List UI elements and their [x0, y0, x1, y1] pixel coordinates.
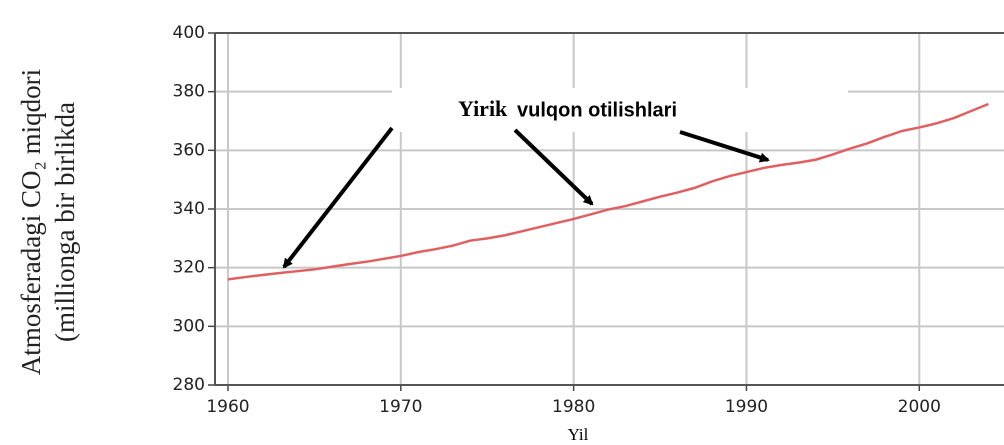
y-tick-label: 380 [173, 82, 205, 102]
x-tick-label: 1970 [379, 397, 422, 417]
annotation: Yirik [458, 96, 508, 121]
arrow [679, 130, 770, 163]
annotation-box [392, 88, 848, 132]
y-tick-label: 320 [173, 258, 205, 278]
y-tick-label: 280 [173, 375, 205, 395]
x-axis-label: Yil [568, 425, 589, 444]
annotation: vulqon otilishlari [517, 99, 677, 121]
y-tick-label: 300 [173, 316, 205, 336]
arrow [282, 126, 394, 269]
x-tick-label: 1980 [552, 397, 595, 417]
y-tick-label: 360 [173, 140, 205, 160]
y-axis-label: Atmosferadagi CO₂ miqdori [16, 69, 46, 375]
y-axis-label: (millionga bir birlikda [50, 102, 80, 342]
x-tick-label: 1990 [725, 397, 768, 417]
arrow [513, 128, 594, 206]
data-line [227, 102, 989, 281]
plot-area: 280 300 320 340 360 380 400 1960 1970 1980 1990 200… [173, 23, 1004, 417]
y-tick-label: 340 [173, 199, 205, 219]
x-tick-label: 2000 [898, 397, 941, 417]
y-tick-label: 400 [173, 23, 205, 43]
axis-frame [214, 32, 1004, 386]
x-tick-label: 1960 [206, 397, 249, 417]
